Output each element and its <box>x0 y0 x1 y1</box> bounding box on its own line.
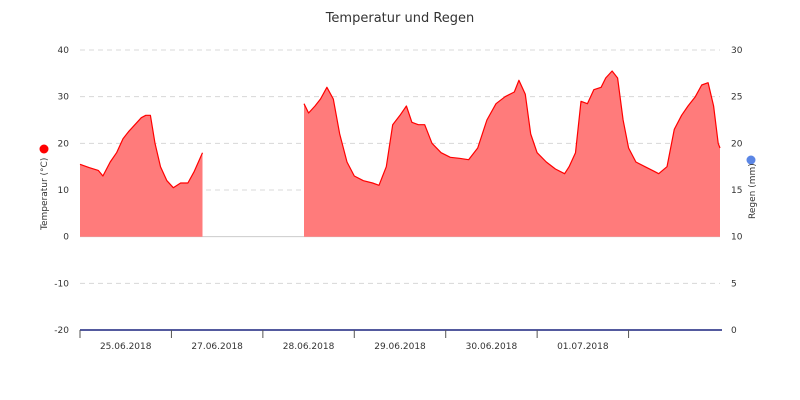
left-tick-label: -10 <box>54 279 69 289</box>
x-axis-ticks: 25.06.2018 27.06.2018 28.06.2018 29.06.2018… <box>79 330 630 352</box>
right-axis-title: Regen (mm) <box>748 163 758 219</box>
left-tick-label: 40 <box>58 46 70 56</box>
right-axis-ticks: 30 25 20 15 10 5 0 <box>731 46 743 336</box>
temperature-area <box>79 70 721 237</box>
chart-title: Temperatur und Regen <box>325 11 475 26</box>
x-tick-label: 28.06.2018 <box>283 342 335 352</box>
temperature-line <box>79 114 204 189</box>
left-tick-label: 30 <box>58 93 70 103</box>
left-tick-label: 0 <box>63 233 69 243</box>
right-tick-label: 5 <box>731 279 737 289</box>
temperature-area-fill <box>80 115 203 237</box>
right-tick-label: 15 <box>731 186 742 196</box>
left-axis-title: Temperatur (°C) <box>40 158 50 231</box>
right-tick-label: 10 <box>731 233 743 243</box>
right-tick-label: 0 <box>731 326 737 336</box>
x-tick-label: 25.06.2018 <box>100 342 152 352</box>
right-tick-label: 30 <box>731 46 743 56</box>
rain-legend-marker[interactable] <box>746 155 756 165</box>
right-tick-label: 25 <box>731 93 742 103</box>
temperature-legend-marker[interactable] <box>39 144 49 154</box>
x-tick-label: 29.06.2018 <box>374 342 426 352</box>
x-tick-label: 27.06.2018 <box>191 342 243 352</box>
x-tick-label: 30.06.2018 <box>466 342 518 352</box>
left-tick-label: -20 <box>54 326 69 336</box>
x-tick-label: 01.07.2018 <box>557 342 609 352</box>
left-tick-label: 20 <box>58 139 70 149</box>
left-axis-title-group: Temperatur (°C) <box>39 144 50 231</box>
right-tick-label: 20 <box>731 139 743 149</box>
left-axis-ticks: 40 30 20 10 0 -10 -20 <box>54 46 69 336</box>
temperature-line <box>303 70 721 186</box>
right-axis-title-group: Regen (mm) <box>746 155 758 219</box>
left-tick-label: 10 <box>58 186 70 196</box>
temperature-area-fill <box>304 71 720 237</box>
